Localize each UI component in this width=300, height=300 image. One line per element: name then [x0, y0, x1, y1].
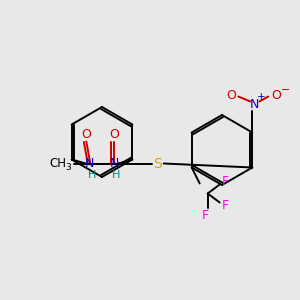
Text: +: +	[257, 92, 266, 103]
Text: 3: 3	[65, 163, 71, 172]
Text: O: O	[226, 89, 236, 102]
Text: O: O	[109, 128, 118, 141]
Text: CH: CH	[49, 157, 66, 170]
Text: N: N	[110, 157, 119, 170]
Text: N: N	[250, 98, 259, 111]
Text: H: H	[112, 170, 121, 181]
Text: O: O	[272, 89, 281, 102]
Text: S: S	[153, 157, 162, 170]
Text: N: N	[85, 157, 94, 170]
Text: H: H	[88, 170, 96, 181]
Text: F: F	[222, 175, 229, 188]
Text: −: −	[280, 85, 290, 94]
Text: F: F	[222, 199, 229, 212]
Text: O: O	[81, 128, 91, 141]
Text: F: F	[202, 209, 209, 222]
